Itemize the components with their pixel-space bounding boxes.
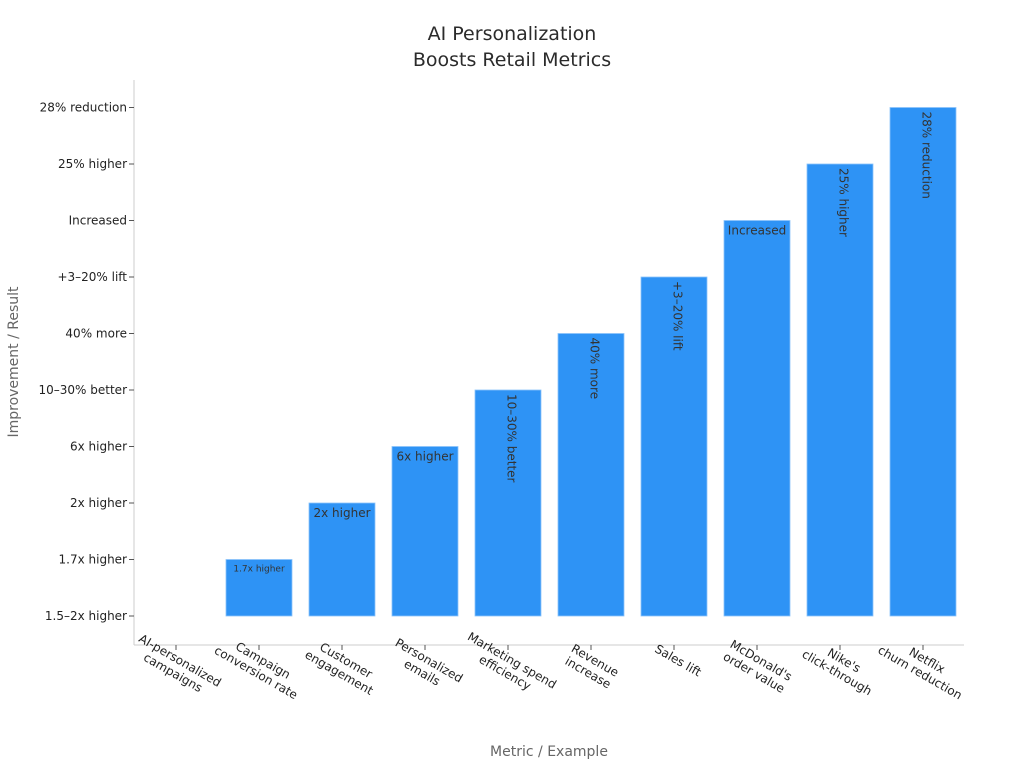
chart-axes (133, 80, 964, 646)
bar-data-label: 1.7x higher (233, 565, 285, 575)
bar (391, 446, 459, 617)
bar (806, 163, 874, 617)
y-tick-label: Increased (69, 214, 127, 228)
bar (723, 220, 791, 617)
x-tick-label: Nike'sclick-through (800, 635, 882, 698)
chart-bars: 1.7x higher 2x higher 6x higher 10–30% bett… (225, 107, 957, 617)
x-tick-label: Marketing spendefficiency (458, 629, 559, 703)
y-tick-label: 28% reduction (40, 101, 127, 115)
y-tick-label: 6x higher (70, 440, 127, 454)
y-axis-label: Improvement / Result (6, 286, 22, 438)
bar (308, 502, 376, 617)
bar-data-label: Increased (728, 224, 786, 238)
y-tick-label: 2x higher (70, 496, 127, 510)
bar-data-label: 2x higher (313, 506, 370, 520)
chart-title-line: Boosts Retail Metrics (413, 49, 611, 71)
y-tick-label: 25% higher (58, 157, 127, 171)
bar (640, 276, 708, 617)
y-tick-label: 1.7x higher (59, 553, 128, 567)
bar-data-label: 6x higher (396, 450, 453, 464)
x-tick-label: Sales lift (652, 642, 704, 680)
bar-data-label: 10–30% better (505, 394, 519, 483)
x-tick-label: Campaignconversion rate (212, 631, 307, 702)
chart-title: AI Personalization Boosts Retail Metrics (413, 23, 611, 71)
bar (225, 559, 293, 617)
y-tick-label: 1.5–2x higher (45, 609, 127, 623)
x-tick-label-line: Sales lift (652, 642, 704, 680)
y-tick-label: 40% more (65, 327, 127, 341)
x-tick-label: AI-personalizedcampaigns (129, 631, 223, 702)
bar (557, 333, 625, 617)
bar-data-label: 40% more (588, 338, 602, 400)
bar (474, 389, 542, 617)
x-tick-label: Netflixchurn reduction (875, 631, 971, 703)
y-tick-label: 10–30% better (39, 383, 128, 397)
bar-data-label: +3–20% lift (671, 281, 685, 351)
x-axis-label: Metric / Example (490, 744, 608, 760)
bar (889, 107, 957, 617)
chart-title-line: AI Personalization (428, 23, 597, 45)
bar-data-label: 25% higher (837, 168, 851, 237)
y-tick-label: +3–20% lift (57, 270, 127, 284)
bar-data-label: 28% reduction (920, 112, 934, 199)
